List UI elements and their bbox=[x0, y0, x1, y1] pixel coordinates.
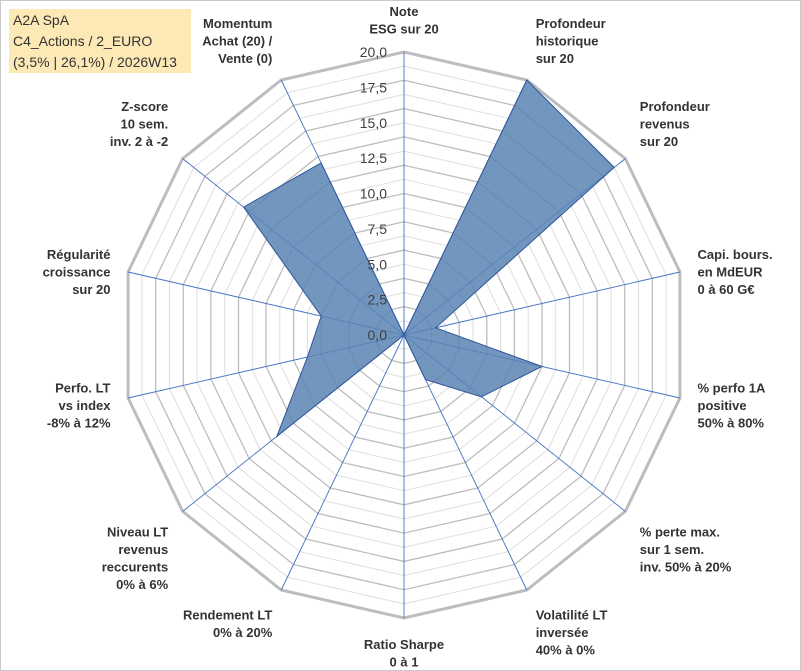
axis-label-line: 0 à 1 bbox=[390, 655, 419, 670]
info-box: A2A SpA C4_Actions / 2_EURO (3,5% | 26,1… bbox=[9, 9, 191, 73]
axis-label-line: sur 20 bbox=[72, 282, 110, 297]
axis-label-line: 0% à 20% bbox=[213, 625, 273, 640]
axis-label-line: -8% à 12% bbox=[47, 415, 111, 430]
axis-label-line: Profondeur bbox=[536, 16, 606, 31]
axis-label: Momentum Achat (20) / Vente (0) bbox=[202, 16, 272, 66]
axis-label-line: inv. 2 à -2 bbox=[110, 134, 168, 149]
tick-label: 12,5 bbox=[360, 150, 387, 166]
axis-label-line: inversée bbox=[536, 625, 589, 640]
info-period: (3,5% | 26,1%) / 2026W13 bbox=[13, 54, 177, 70]
axis-label: Volatilité LT inversée 40% à 0% bbox=[536, 607, 608, 657]
axis-label-line: Volatilité LT bbox=[536, 607, 608, 622]
axis-label-line: Achat (20) / bbox=[202, 34, 272, 49]
axis-label-line: Z-score bbox=[121, 99, 168, 114]
axis-label: % perfo 1A positive 50% à 80% bbox=[698, 380, 767, 430]
axis-label-line: croissance bbox=[43, 265, 111, 280]
axis-label-line: Profondeur bbox=[640, 99, 710, 114]
axis-label: Niveau LT revenus reccurents 0% à 6% bbox=[102, 524, 169, 592]
axis-label-line: Ratio Sharpe bbox=[364, 637, 444, 652]
axis-label-line: sur 20 bbox=[536, 51, 574, 66]
axis-label-line: Vente (0) bbox=[218, 51, 272, 66]
axis-label-line: % perte max. bbox=[640, 524, 720, 539]
axis-label-line: vs index bbox=[58, 398, 111, 413]
axis-label-line: 40% à 0% bbox=[536, 642, 596, 657]
axis-label: Ratio Sharpe 0 à 1 bbox=[364, 637, 444, 670]
tick-label: 5,0 bbox=[368, 256, 388, 272]
tick-label: 0,0 bbox=[368, 327, 388, 343]
tick-label: 20,0 bbox=[360, 44, 387, 60]
info-category: C4_Actions / 2_EURO bbox=[13, 33, 153, 49]
tick-label: 15,0 bbox=[360, 115, 387, 131]
tick-label: 7,5 bbox=[368, 221, 388, 237]
axis-label-line: revenus bbox=[640, 117, 690, 132]
axis-label: Régularité croissance sur 20 bbox=[43, 247, 111, 297]
axis-label-line: sur 20 bbox=[640, 134, 678, 149]
axis-label-line: en MdEUR bbox=[698, 265, 764, 280]
axis-label-line: Niveau LT bbox=[107, 524, 168, 539]
axis-label-line: Note bbox=[390, 4, 419, 19]
axis-label: Rendement LT 0% à 20% bbox=[183, 607, 273, 640]
axis-label-line: reccurents bbox=[102, 559, 168, 574]
axis-label: Capi. bours. en MdEUR 0 à 60 G€ bbox=[698, 247, 773, 297]
axis-label-line: sur 1 sem. bbox=[640, 542, 704, 557]
axis-label-line: Perfo. LT bbox=[55, 380, 110, 395]
axis-label-line: Capi. bours. bbox=[698, 247, 773, 262]
axis-spoke bbox=[280, 334, 405, 591]
axis-label: Profondeur historique sur 20 bbox=[536, 16, 606, 66]
axis-label-line: % perfo 1A bbox=[698, 380, 767, 395]
axis-spoke bbox=[403, 271, 681, 336]
axis-label: Note ESG sur 20 bbox=[369, 4, 438, 37]
axis-label-line: 10 sem. bbox=[120, 117, 168, 132]
axis-label-line: Momentum bbox=[203, 16, 272, 31]
axis-label: Profondeur revenus sur 20 bbox=[640, 99, 710, 149]
axis-label-line: 0% à 6% bbox=[116, 577, 168, 592]
axis-label-line: historique bbox=[536, 34, 599, 49]
axis-label-line: ESG sur 20 bbox=[369, 22, 438, 37]
tick-label: 2,5 bbox=[368, 292, 388, 308]
axis-label-line: revenus bbox=[118, 542, 168, 557]
axis-label: Z-score 10 sem. inv. 2 à -2 bbox=[110, 99, 168, 149]
series-area bbox=[242, 79, 615, 439]
axis-label-line: 50% à 80% bbox=[698, 415, 765, 430]
tick-label: 10,0 bbox=[360, 186, 387, 202]
axis-label-line: 0 à 60 G€ bbox=[698, 282, 755, 297]
axis-label-line: inv. 50% à 20% bbox=[640, 559, 732, 574]
axis-label: Perfo. LT vs index -8% à 12% bbox=[47, 380, 111, 430]
axis-label-line: Régularité bbox=[47, 247, 111, 262]
axis-label: % perte max. sur 1 sem. inv. 50% à 20% bbox=[640, 524, 732, 574]
axis-label-line: positive bbox=[698, 398, 747, 413]
axis-label-line: Rendement LT bbox=[183, 607, 272, 622]
tick-label: 17,5 bbox=[360, 79, 387, 95]
info-company: A2A SpA bbox=[13, 12, 70, 28]
